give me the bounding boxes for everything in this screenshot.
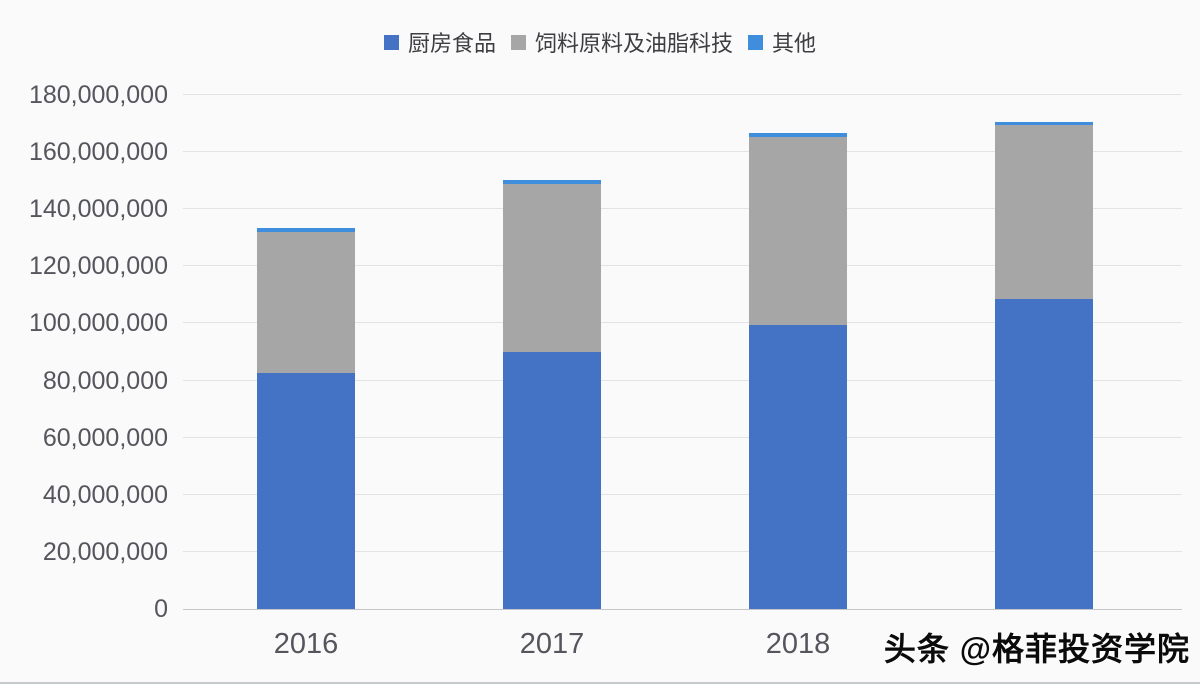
watermark: 头条 @格菲投资学院 — [883, 631, 1190, 667]
bar-segment-col3 — [749, 137, 847, 326]
y-axis-tick-label: 140,000,000 — [28, 195, 168, 224]
x-axis-tick-label: 2016 — [273, 628, 339, 660]
gridline — [183, 550, 1182, 552]
legend-swatch-other — [748, 34, 763, 50]
gridline — [183, 322, 1182, 324]
legend-swatch-feed-oleo — [510, 34, 526, 50]
bar-segment-col1 — [257, 373, 355, 609]
bar-segment-col2 — [503, 183, 601, 352]
bar-segment-col1 — [257, 231, 355, 374]
x-axis-tick-label: 2018 — [765, 628, 831, 660]
gridline — [183, 208, 1182, 210]
legend-label-other: 其他 — [772, 31, 817, 56]
bar-segment-col2 — [503, 179, 601, 184]
legend-label-feed-oleo: 饲料原料及油脂科技 — [534, 31, 733, 56]
bar-segment-col3 — [749, 132, 847, 137]
bar-segment-col4 — [995, 121, 1093, 125]
gridline — [183, 493, 1182, 495]
y-axis-tick-label: 80,000,000 — [42, 366, 168, 395]
gridline — [183, 436, 1182, 438]
legend-swatch-kitchen-food — [383, 34, 399, 50]
gridline — [183, 379, 1182, 381]
bar-segment-col1 — [257, 227, 355, 232]
bottom-edge-line — [0, 682, 1200, 684]
gridline — [183, 151, 1182, 153]
bar-segment-col4 — [995, 299, 1093, 609]
legend-label-kitchen-food: 厨房食品 — [407, 31, 496, 56]
legend-item-other: 其他 — [748, 26, 816, 58]
y-axis-tick-label: 120,000,000 — [28, 252, 168, 281]
y-axis-tick-label: 40,000,000 — [42, 480, 168, 509]
y-axis-tick-label: 20,000,000 — [42, 537, 168, 566]
legend: 厨房食品 饲料原料及油脂科技 其他 — [0, 26, 1200, 58]
x-axis-tick-label: 2017 — [519, 628, 585, 660]
y-axis-tick-label: 60,000,000 — [42, 423, 168, 452]
plot-area — [183, 94, 1182, 610]
legend-item-kitchen-food: 厨房食品 — [383, 26, 496, 58]
gridline — [183, 265, 1182, 267]
bar-segment-col2 — [503, 352, 601, 609]
gridline — [183, 94, 1182, 95]
y-axis-tick-label: 160,000,000 — [28, 138, 168, 167]
x-axis-baseline — [183, 609, 1182, 610]
legend-item-feed-oleo: 饲料原料及油脂科技 — [510, 26, 733, 58]
bar-segment-col3 — [749, 325, 847, 609]
y-axis-tick-label: 100,000,000 — [28, 309, 168, 338]
bar-segment-col4 — [995, 125, 1093, 300]
y-axis-tick-label: 180,000,000 — [28, 81, 168, 109]
y-axis-tick-label: 0 — [154, 595, 168, 623]
